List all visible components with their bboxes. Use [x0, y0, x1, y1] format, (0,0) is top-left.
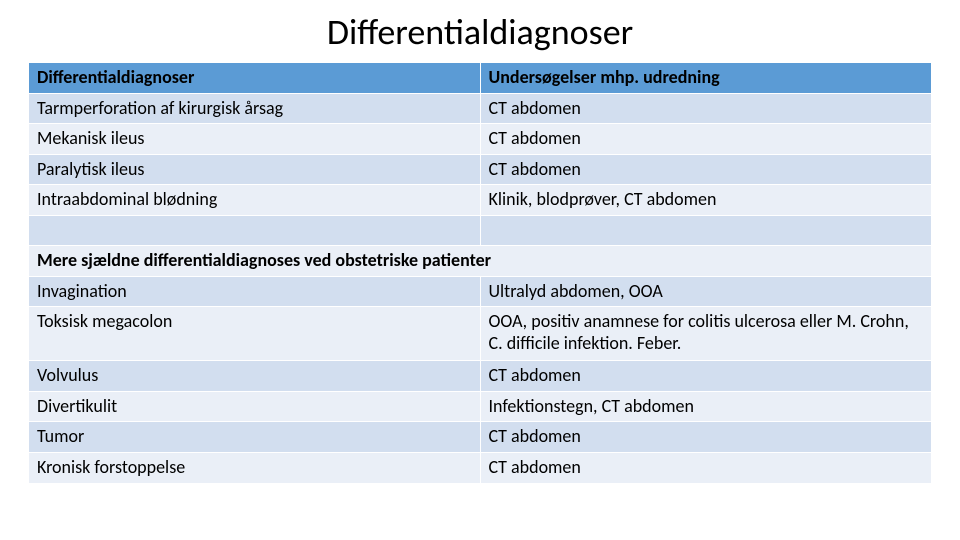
table-row: Intraabdominal blødning Klinik, blodprøv…	[29, 185, 932, 216]
cell-diagnosis: Intraabdominal blødning	[29, 185, 481, 216]
diagnosis-table: Differentialdiagnoser Undersøgelser mhp.…	[28, 62, 932, 484]
cell-investigation: Infektionstegn, CT abdomen	[480, 391, 932, 422]
cell-diagnosis: Mekanisk ileus	[29, 124, 481, 155]
table-header-row: Differentialdiagnoser Undersøgelser mhp.…	[29, 63, 932, 94]
cell-investigation: CT abdomen	[480, 361, 932, 392]
table-row: Volvulus CT abdomen	[29, 361, 932, 392]
table-row: Toksisk megacolon OOA, positiv anamnese …	[29, 307, 932, 361]
cell-empty	[29, 215, 481, 245]
cell-investigation: OOA, positiv anamnese for colitis ulcero…	[480, 307, 932, 361]
cell-diagnosis: Divertikulit	[29, 391, 481, 422]
cell-investigation: CT abdomen	[480, 154, 932, 185]
table-row-section: Mere sjældne differentialdiagnoses ved o…	[29, 245, 932, 276]
cell-empty	[480, 215, 932, 245]
page-title: Differentialdiagnoser	[28, 10, 932, 54]
col-header-diagnosis: Differentialdiagnoser	[29, 63, 481, 94]
table-row: Divertikulit Infektionstegn, CT abdomen	[29, 391, 932, 422]
cell-investigation: Ultralyd abdomen, OOA	[480, 276, 932, 307]
table-row: Tarmperforation af kirurgisk årsag CT ab…	[29, 93, 932, 124]
cell-investigation: CT abdomen	[480, 422, 932, 453]
table-row: Invagination Ultralyd abdomen, OOA	[29, 276, 932, 307]
cell-investigation: CT abdomen	[480, 93, 932, 124]
table-row: Tumor CT abdomen	[29, 422, 932, 453]
cell-diagnosis: Tarmperforation af kirurgisk årsag	[29, 93, 481, 124]
cell-investigation: CT abdomen	[480, 452, 932, 483]
cell-investigation: Klinik, blodprøver, CT abdomen	[480, 185, 932, 216]
cell-diagnosis: Kronisk forstoppelse	[29, 452, 481, 483]
section-header: Mere sjældne differentialdiagnoses ved o…	[29, 245, 932, 276]
table-row: Paralytisk ileus CT abdomen	[29, 154, 932, 185]
cell-investigation: CT abdomen	[480, 124, 932, 155]
cell-diagnosis: Invagination	[29, 276, 481, 307]
table-row: Mekanisk ileus CT abdomen	[29, 124, 932, 155]
col-header-investigations: Undersøgelser mhp. udredning	[480, 63, 932, 94]
slide: Differentialdiagnoser Differentialdiagno…	[0, 0, 960, 540]
cell-diagnosis: Toksisk megacolon	[29, 307, 481, 361]
table-row-empty	[29, 215, 932, 245]
table-row: Kronisk forstoppelse CT abdomen	[29, 452, 932, 483]
cell-diagnosis: Volvulus	[29, 361, 481, 392]
cell-diagnosis: Tumor	[29, 422, 481, 453]
cell-diagnosis: Paralytisk ileus	[29, 154, 481, 185]
